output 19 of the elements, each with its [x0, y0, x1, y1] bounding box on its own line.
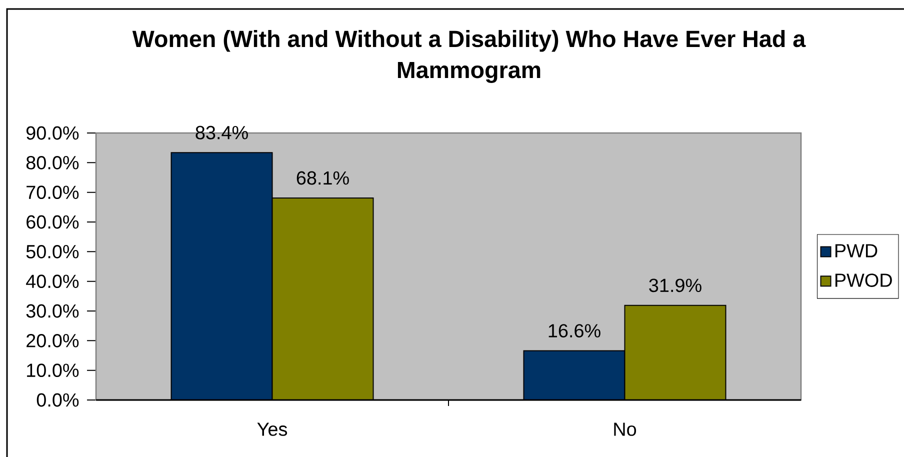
y-tick-label: 0.0%	[36, 393, 79, 407]
legend-label: PWD	[835, 244, 878, 258]
y-tick-label: 20.0%	[26, 334, 79, 348]
y-tick-label: 40.0%	[26, 274, 79, 288]
y-tick-label: 90.0%	[26, 126, 79, 140]
data-label: 68.1%	[296, 171, 349, 185]
chart-title: Women (With and Without a Disability) Who Have Ever Had a Mammogram	[132, 30, 806, 83]
y-tick-label: 80.0%	[26, 156, 79, 170]
y-tick-label: 10.0%	[27, 364, 79, 378]
y-tick-label: 30.0%	[26, 304, 79, 318]
legend-label: PWOD	[835, 274, 892, 287]
x-tick-label: No	[614, 422, 636, 436]
y-tick-label: 60.0%	[26, 215, 79, 229]
y-tick-label: 50.0%	[26, 244, 79, 258]
data-label: 31.9%	[649, 278, 702, 292]
y-tick-label: 70.0%	[26, 186, 79, 200]
x-tick-label: Yes	[257, 422, 288, 436]
data-label: 16.6%	[548, 324, 600, 338]
data-label: 83.4%	[196, 126, 248, 140]
